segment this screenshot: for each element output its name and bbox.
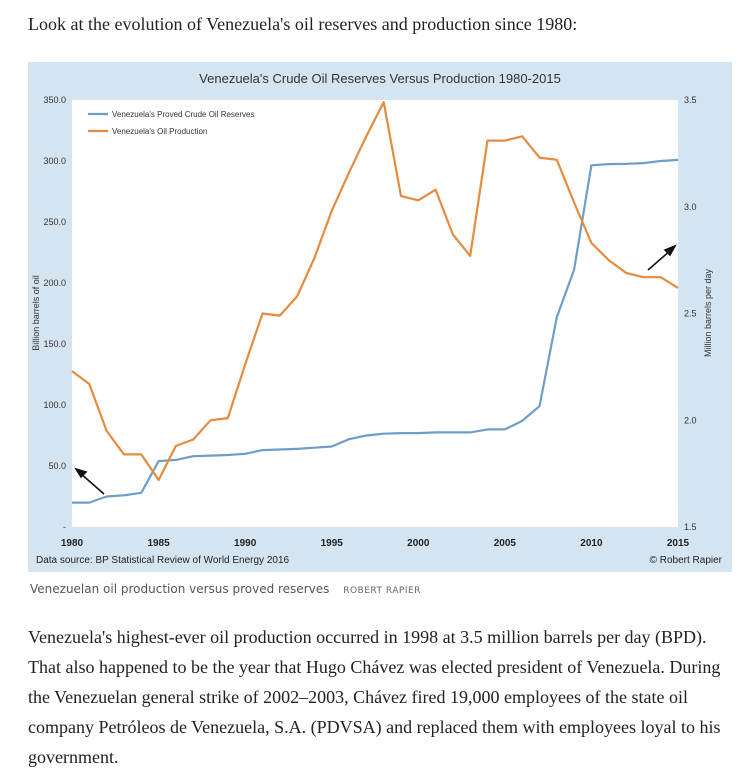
x-tick-label: 2010 xyxy=(580,538,603,549)
production-line xyxy=(71,100,679,482)
x-tick-label: 2005 xyxy=(494,538,517,549)
y-tick-label: 350.0 xyxy=(43,95,66,105)
chart-svg: Venezuela's Crude Oil Reserves Versus Pr… xyxy=(31,71,723,566)
x-tick-label: 1990 xyxy=(234,538,257,549)
y2-tick-label: 1.5 xyxy=(684,522,697,532)
caption-credit: ROBERT RAPIER xyxy=(343,586,421,596)
copyright: © Robert Rapier xyxy=(650,555,723,566)
y-tick-label: 250.0 xyxy=(43,217,66,227)
data-source: Data source: BP Statistical Review of Wo… xyxy=(36,555,290,566)
y2-tick-label: 3.0 xyxy=(684,202,697,212)
y-axis-ticks: - 50.0 100.0 150.0 200.0 250.0 300.0 350.0 xyxy=(43,95,66,532)
arrow-production-annotation xyxy=(647,244,677,271)
x-axis-ticks: 1980 1985 1990 1995 2000 2005 2010 2015 xyxy=(61,538,690,549)
y2-axis-ticks: 1.5 2.0 2.5 3.0 3.5 xyxy=(684,95,697,532)
y2-tick-label: 2.5 xyxy=(684,309,697,319)
plot-background xyxy=(72,100,678,527)
x-tick-label: 2000 xyxy=(407,538,430,549)
caption-text: Venezuelan oil production versus proved … xyxy=(30,582,330,596)
y2-axis-label: Million barrels per day xyxy=(703,268,713,357)
y-tick-label: - xyxy=(63,522,66,532)
chart-title: Venezuela's Crude Oil Reserves Versus Pr… xyxy=(199,71,561,86)
legend-label: Venezuela's Oil Production xyxy=(112,127,207,136)
figure-caption: Venezuelan oil production versus proved … xyxy=(30,582,730,596)
y-axis-label: Billion barrels of oil xyxy=(31,275,41,351)
y-tick-label: 300.0 xyxy=(43,156,66,166)
y2-tick-label: 2.0 xyxy=(684,415,697,425)
body-paragraph: Venezuela's highest-ever oil production … xyxy=(28,627,721,767)
series-lines xyxy=(71,100,679,504)
reserves-line xyxy=(72,158,679,504)
y-tick-label: 150.0 xyxy=(43,339,66,349)
legend: Venezuela's Proved Crude Oil Reserves Ven… xyxy=(88,110,255,136)
y-tick-label: 50.0 xyxy=(48,461,66,471)
arrow-reserves-annotation xyxy=(74,467,105,495)
legend-label: Venezuela's Proved Crude Oil Reserves xyxy=(112,110,255,119)
y-tick-label: 100.0 xyxy=(43,400,66,410)
x-tick-label: 1980 xyxy=(61,538,84,549)
intro-text: Look at the evolution of Venezuela's oil… xyxy=(28,14,578,34)
y-tick-label: 200.0 xyxy=(43,278,66,288)
x-tick-label: 1985 xyxy=(147,538,170,549)
x-tick-label: 1995 xyxy=(321,538,344,549)
y2-tick-label: 3.5 xyxy=(684,95,697,105)
chart-figure: Venezuela's Crude Oil Reserves Versus Pr… xyxy=(28,62,732,572)
x-tick-label: 2015 xyxy=(667,538,690,549)
